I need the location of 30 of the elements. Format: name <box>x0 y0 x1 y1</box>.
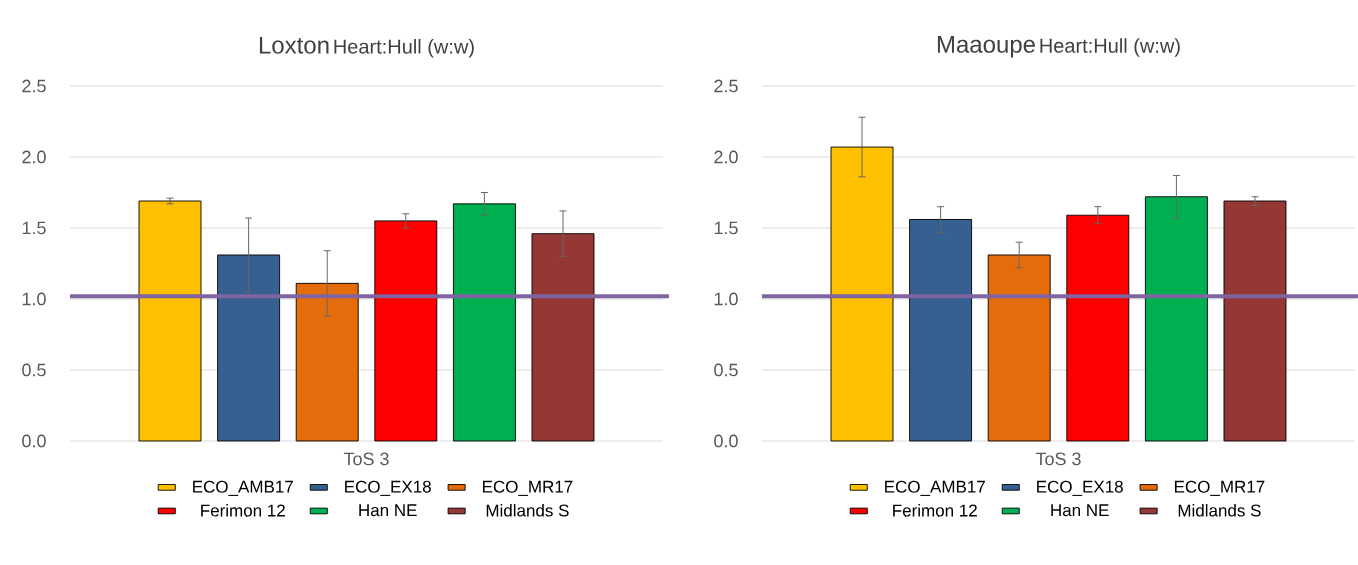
legend-label: Midlands S <box>1178 504 1261 517</box>
y-tick-label: 1.5 <box>22 221 46 235</box>
y-tick-label: 0.5 <box>714 363 738 377</box>
y-tick-label: 1.0 <box>22 292 46 306</box>
y-tick-label: 2.0 <box>714 150 738 164</box>
legend-label: Ferimon 12 <box>201 504 285 517</box>
chart-title: Loxton <box>259 36 329 54</box>
y-tick-label: 1.5 <box>714 221 738 235</box>
chart-title: Maaoupe <box>937 36 1035 58</box>
legend-label: ECO_EX18 <box>345 480 431 496</box>
legend-label: ECO_MR17 <box>1174 480 1265 496</box>
chart-subtitle: Heart:Hull (w:w) <box>1040 38 1180 57</box>
legend-label: ECO_MR17 <box>483 480 573 496</box>
y-tick-label: 1.0 <box>714 292 738 306</box>
x-tick-label: ToS 3 <box>343 452 389 466</box>
chart-subtitle: Heart:Hull (w:w) <box>334 38 474 58</box>
legend-label: ECO_EX18 <box>1037 480 1123 496</box>
legend-label: Midlands S <box>486 504 569 517</box>
legend-label: ECO_AMB17 <box>193 480 293 496</box>
y-tick-label: 0.0 <box>714 434 738 448</box>
y-tick-label: 0.5 <box>22 363 46 377</box>
x-tick-label: ToS 3 <box>1035 452 1081 466</box>
y-tick-label: 2.0 <box>22 150 46 164</box>
y-tick-label: 2.5 <box>714 79 738 93</box>
y-tick-label: 2.5 <box>22 79 46 93</box>
y-tick-label: 0.0 <box>22 434 46 448</box>
legend-label: Han NE <box>359 504 417 517</box>
legend-label: Han NE <box>1051 504 1109 517</box>
legend-label: Ferimon 12 <box>893 504 977 517</box>
legend-label: ECO_AMB17 <box>885 480 985 496</box>
